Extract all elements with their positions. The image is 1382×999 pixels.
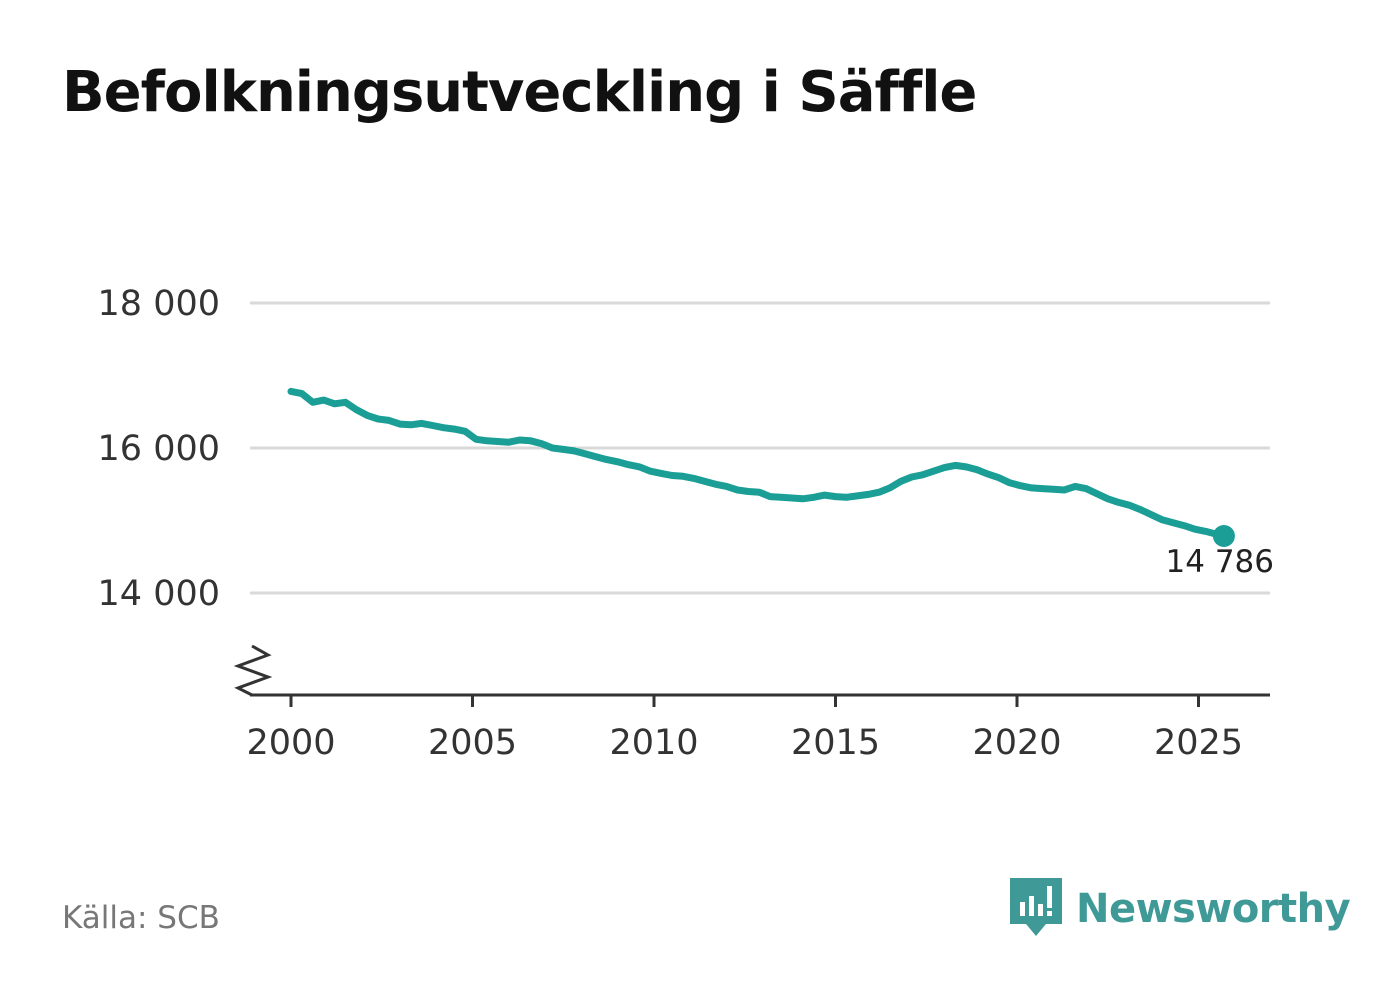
y-tick-label: 16 000	[98, 429, 220, 469]
end-point-marker	[1212, 525, 1235, 548]
series-line	[287, 387, 1228, 540]
x-tick-label: 2025	[1154, 723, 1243, 763]
x-tick-label: 2020	[972, 723, 1061, 763]
x-axis-labels: 2000 2005 2010 2015 2020 2025	[246, 723, 1243, 763]
bar-chart-bubble-icon	[1010, 878, 1062, 936]
x-tick-label: 2005	[428, 723, 517, 763]
x-axis	[233, 644, 1270, 707]
gridlines	[250, 301, 1270, 595]
chart-title: Befolkningsutveckling i Säffle	[62, 60, 977, 125]
y-tick-label: 18 000	[98, 284, 220, 324]
y-axis-labels: 18 000 16 000 14 000	[98, 284, 220, 614]
end-marker-group: 14 786	[1166, 525, 1274, 580]
x-tick-label: 2015	[791, 723, 880, 763]
y-tick-label: 14 000	[98, 574, 220, 614]
end-value-label: 14 786	[1166, 544, 1274, 580]
brand-logo[interactable]: Newsworthy	[1010, 878, 1351, 940]
series	[287, 387, 1228, 540]
x-tick-label: 2010	[609, 723, 698, 763]
source-credit: Källa: SCB	[62, 900, 220, 936]
x-tick-label: 2000	[246, 723, 335, 763]
axis-break-icon	[233, 644, 273, 697]
brand-name: Newsworthy	[1076, 886, 1351, 932]
